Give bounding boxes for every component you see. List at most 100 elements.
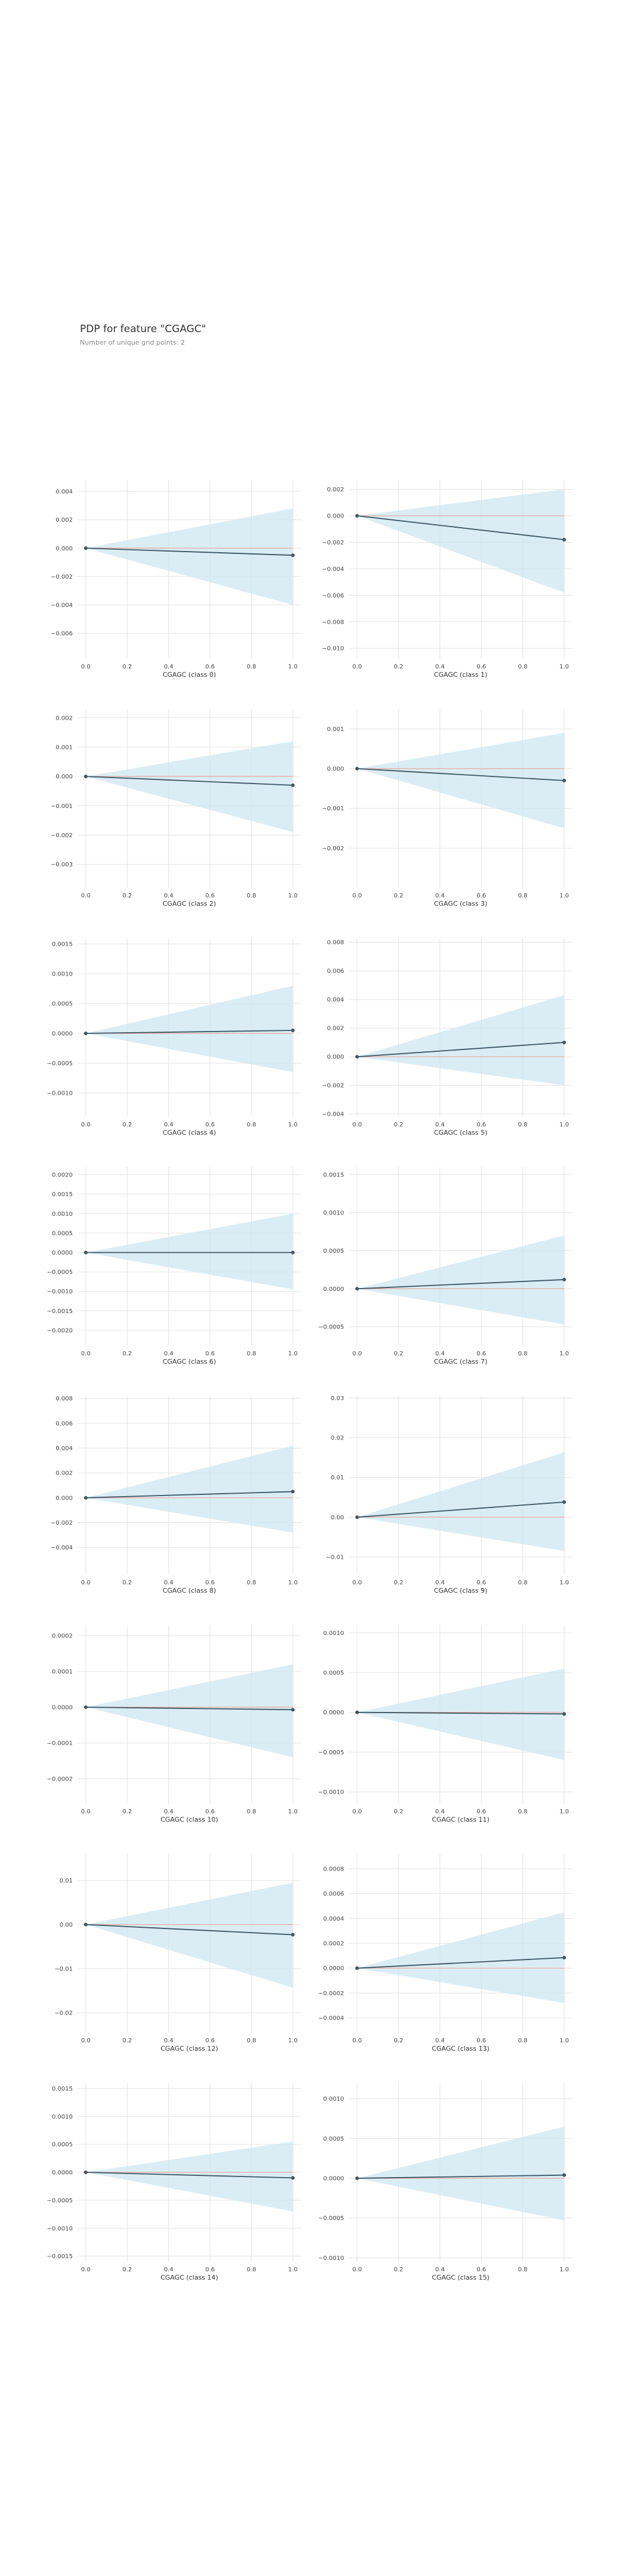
pdp-point [562,779,566,782]
pdp-point [355,1515,359,1519]
pdp-point [355,1710,359,1714]
pdp-line [85,547,293,556]
pdp-line [357,1042,565,1058]
y-tick-label: 0.008 [55,1396,73,1402]
y-tick-label: −0.0004 [318,2015,344,2022]
y-tick-label: 0.002 [55,1470,73,1477]
x-tick-label: 0.2 [122,2038,132,2044]
y-tick-label: −0.0010 [318,2255,344,2262]
y-tick-label: 0.000 [55,1495,73,1501]
y-tick-label: −0.01 [326,1555,344,1561]
y-tick-label: −0.002 [51,574,73,580]
y-tick-label: −0.0005 [318,2215,344,2222]
y-tick-label: 0.0005 [323,1670,344,1677]
x-tick-label: 0.4 [164,1351,174,1357]
x-tick-label: 0.6 [476,664,486,670]
x-tick-label: 0.4 [164,1580,174,1586]
x-tick-label: 0.6 [476,2267,486,2273]
y-tick-label: 0.01 [331,1475,344,1481]
x-tick-label: 0.0 [81,2267,91,2273]
y-tick-label: 0.0010 [52,971,73,978]
page-subtitle: Number of unique grid points: 2 [80,339,185,346]
pdp-point [562,1041,566,1045]
pdp-point [291,783,295,787]
x-tick-label: 0.2 [122,1351,132,1357]
x-tick-label: 0.6 [476,893,486,899]
x-tick-label: 0.4 [435,1122,445,1128]
x-tick-label: 0.4 [164,893,174,899]
confidence-band [357,1452,565,1551]
page-title: PDP for feature "CGAGC" [80,323,206,335]
x-tick-label: 0.4 [435,664,445,670]
x-tick-label: 0.8 [518,893,528,899]
x-tick-label: 0.4 [435,893,445,899]
y-tick-label: 0.0004 [323,1916,344,1922]
x-tick-label: 0.2 [394,664,403,670]
y-tick-label: −0.0010 [47,1091,73,1097]
pdp-line [357,1957,565,1969]
x-tick-label: 1.0 [288,2267,298,2273]
x-tick-label: 1.0 [288,1122,298,1128]
x-tick-label: 0.6 [205,1122,215,1128]
y-tick-label: −0.0015 [47,2253,73,2260]
x-tick-label: 0.8 [247,2267,256,2273]
pdp-line [85,1707,293,1711]
x-tick-label: 0.0 [352,2267,362,2273]
x-tick-label: 0.2 [394,2038,403,2044]
y-tick-label: −0.0005 [47,2197,73,2204]
y-tick-label: −0.001 [51,803,73,810]
y-tick-label: −0.008 [322,619,344,626]
x-tick-label: 0.8 [518,1809,528,1815]
pdp-point [291,553,295,558]
y-tick-label: 0.0006 [323,1891,344,1897]
pdp-point [355,1055,359,1059]
y-tick-label: 0.0001 [52,1669,73,1676]
x-tick-label: 1.0 [288,893,298,899]
y-tick-label: 0.0000 [52,1705,73,1711]
y-tick-label: 0.006 [55,1420,73,1427]
x-tick-label: 0.6 [205,2267,215,2273]
y-tick-label: 0.0005 [323,1248,344,1255]
pdp-panel-class-2: 0.002 0.001 0.000 −0.001 −0.002 −0.003 0.0 0.2 0… [51,709,301,908]
pdp-panel-class-11: 0.0010 0.0005 0.0000 −0.0005 −0.0010 0.0 0.2 0.… [318,1625,572,1823]
x-tick-label: 0.4 [164,2038,174,2044]
y-tick-label: 0.000 [55,546,73,552]
y-tick-label: −0.0005 [318,1750,344,1756]
x-tick-label: 0.8 [247,2038,256,2044]
x-tick-label: 0.4 [435,1809,445,1815]
y-tick-label: −0.002 [322,846,344,852]
x-tick-label: 0.0 [81,2038,91,2044]
x-tick-label: 0.6 [476,1580,486,1586]
x-tick-label: 1.0 [288,1580,298,1586]
x-axis-label: CGAGC (class 6) [163,1358,216,1366]
confidence-band [357,489,565,593]
pdp-point [291,1029,295,1032]
y-tick-label: 0.002 [55,517,73,524]
y-tick-label: −0.010 [322,646,344,652]
y-tick-label: 0.0000 [52,2170,73,2176]
y-tick-label: −0.0002 [47,1776,73,1783]
x-tick-label: 0.0 [352,893,362,899]
y-tick-label: 0.01 [60,1878,73,1884]
y-tick-label: 0.000 [327,1054,344,1061]
x-tick-label: 1.0 [559,664,569,670]
y-tick-label: −0.02 [54,2010,73,2017]
pdp-line [357,768,565,781]
y-tick-label: −0.004 [51,602,73,609]
x-tick-label: 0.4 [164,2267,174,2273]
x-tick-label: 0.8 [247,1809,256,1815]
x-axis-label: CGAGC (class 4) [163,1129,216,1137]
confidence-band [357,1668,565,1760]
y-tick-label: −0.002 [51,1520,73,1527]
y-tick-label: 0.03 [331,1395,344,1402]
x-tick-label: 0.2 [122,1580,132,1586]
x-tick-label: 0.6 [476,1809,486,1815]
pdp-line [357,2174,565,2179]
confidence-band [85,1664,293,1757]
pdp-point [562,538,566,541]
x-tick-label: 0.4 [435,2038,445,2044]
pdp-panel-class-5: 0.008 0.006 0.004 0.002 0.000 −0.002 −0.004 0.0… [322,938,572,1137]
confidence-band [85,508,293,605]
x-axis-label: CGAGC (class 2) [163,900,216,908]
pdp-line [357,515,565,540]
